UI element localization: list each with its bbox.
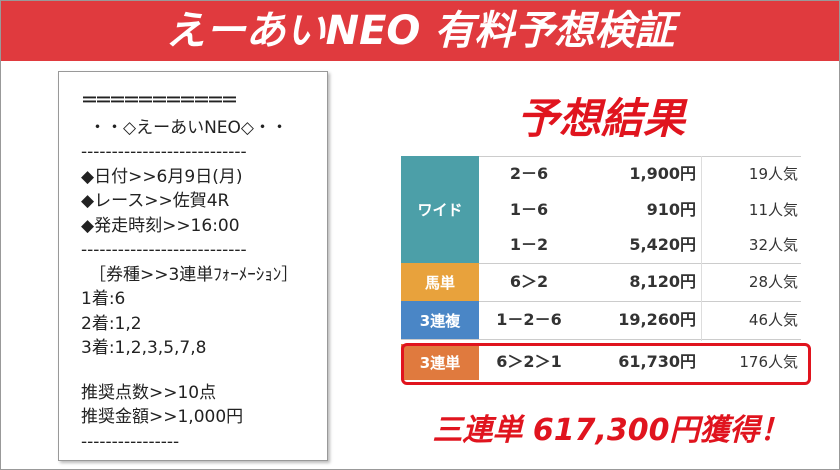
card-line: ＝＝＝＝＝＝＝＝＝＝＝ [81,91,238,111]
combination: 6＞2＞1 [496,352,562,371]
card-line: 推奨点数>>10点 [81,382,217,403]
combination: 1－6 [509,199,549,219]
card-line: 2着:1,2 [81,313,142,334]
row-line [401,263,801,264]
popularity: 28人気 [748,273,798,291]
banner [1,1,839,61]
card-line: ◆レース>>佐賀4R [81,191,230,211]
card-line: 1着:6 [81,289,126,309]
card-line: ［券種>>3連単ﾌｫｰﾒｰｼｮﾝ］ [89,264,299,285]
popularity: 11人気 [748,200,798,219]
row-line [401,301,801,302]
card-line: 3着:1,2,3,5,7,8 [81,338,207,358]
payout: 8,120円 [629,272,696,291]
combination: 1－2 [509,235,549,255]
payout: 1,900円 [629,163,696,183]
popularity: 46人気 [748,311,798,329]
popularity: 19人気 [748,164,798,183]
summary: 三連単 617,300円獲得！ [432,413,790,448]
popularity: 32人気 [748,236,798,255]
popularity: 176人気 [739,353,798,371]
bet-type: ワイド [401,156,479,263]
card-line: ---------------- [81,431,180,452]
card-line: ◆発走時刻>>16:00 [81,215,240,236]
combination: 1－2－6 [496,310,562,329]
combination: 6＞2 [509,272,549,291]
highlight-frame [401,343,811,385]
card-line: 推奨金額>>1,000円 [81,407,244,427]
col-line [701,156,702,341]
bet-type: 馬単 [401,263,479,301]
table-top-line [401,156,801,157]
results-title: 予想結果 [516,94,685,143]
payout: 61,730円 [618,352,696,371]
payout: 5,420円 [629,235,696,255]
row-line [401,339,801,340]
payout: 19,260円 [618,310,696,329]
card-line: --------------------------- [81,240,247,260]
page-title: えーあいNEO 有料予想検証 [165,8,675,54]
prediction-card: ＝＝＝＝＝＝＝＝＝＝＝ ・・◇えーあいNEO◇・・ ----------------… [58,71,328,461]
combination: 2－6 [509,163,549,183]
bet-type: 3連単 [401,344,479,380]
card-line: ・・◇えーあいNEO◇・・ [89,117,288,138]
payout: 910円 [646,199,696,219]
card-line: ◆日付>>6月9日(月) [81,166,243,187]
bet-type: 3連複 [401,301,479,339]
card-line: --------------------------- [81,142,247,162]
